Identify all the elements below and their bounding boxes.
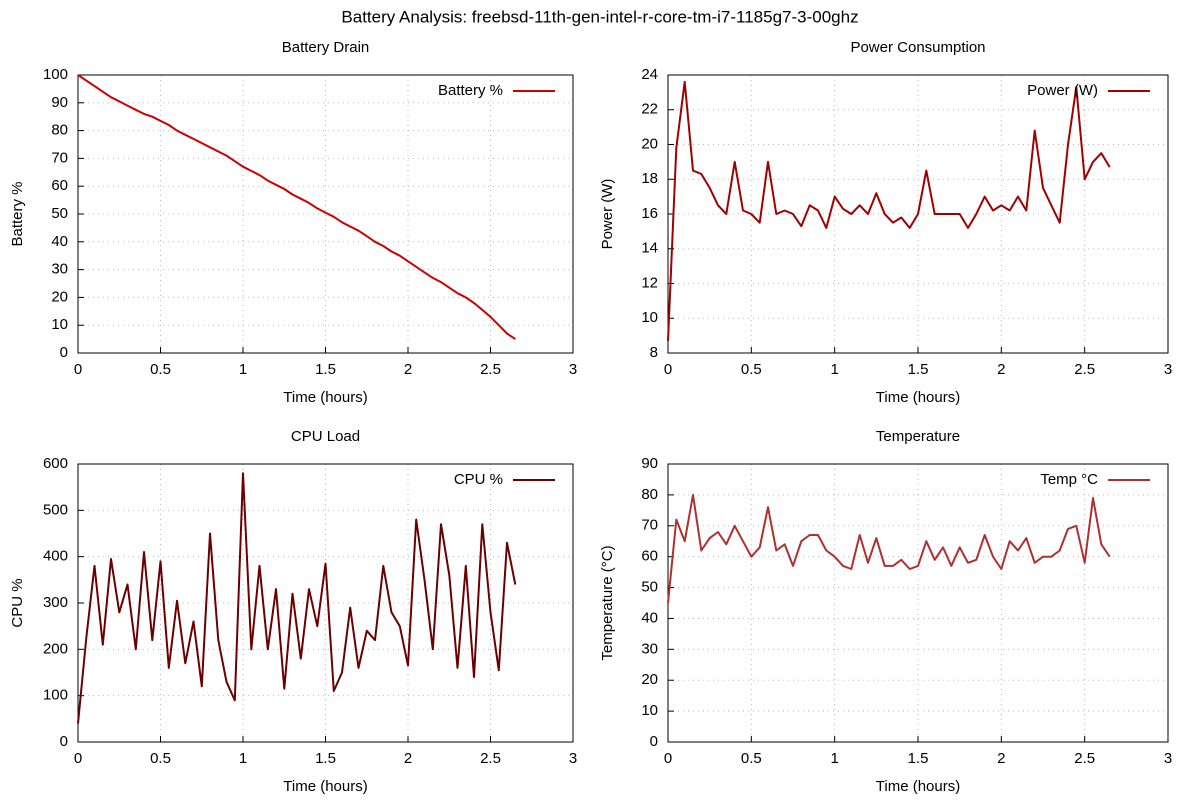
y-tick-label: 300	[43, 594, 68, 611]
legend-label: Battery %	[438, 82, 503, 99]
x-axis-label: Time (hours)	[283, 778, 367, 795]
y-tick-label: 40	[641, 609, 658, 626]
x-tick-label: 0.5	[150, 750, 171, 767]
y-tick-label: 70	[51, 149, 68, 166]
y-tick-label: 12	[641, 274, 658, 291]
y-tick-label: 80	[51, 122, 68, 139]
y-tick-label: 30	[51, 261, 68, 278]
x-tick-label: 0.5	[150, 361, 171, 378]
y-tick-label: 14	[641, 240, 658, 257]
x-tick-label: 1	[239, 361, 247, 378]
x-tick-label: 0	[664, 361, 672, 378]
y-tick-label: 200	[43, 640, 68, 657]
figure-title: Battery Analysis: freebsd-11th-gen-intel…	[341, 7, 858, 26]
data-line	[77, 472, 517, 724]
y-tick-label: 10	[641, 309, 658, 326]
x-tick-label: 3	[1164, 361, 1172, 378]
y-tick-label: 20	[641, 671, 658, 688]
y-axis-label: Battery %	[9, 181, 26, 246]
x-tick-label: 1.5	[315, 750, 336, 767]
plot-frame	[77, 463, 574, 743]
subplot-title: Power Consumption	[850, 39, 985, 56]
x-axis-label: Time (hours)	[876, 389, 960, 406]
x-tick-label: 3	[569, 361, 577, 378]
x-tick-label: 3	[569, 750, 577, 767]
y-tick-label: 90	[51, 94, 68, 111]
y-tick-label: 10	[641, 702, 658, 719]
y-axis-label: Power (W)	[599, 179, 616, 250]
x-axis-label: Time (hours)	[876, 778, 960, 795]
x-tick-label: 2	[997, 361, 1005, 378]
x-tick-label: 2.5	[1074, 750, 1095, 767]
y-tick-label: 50	[641, 579, 658, 596]
y-tick-label: 22	[641, 101, 658, 118]
y-tick-label: 0	[650, 733, 658, 750]
data-line	[667, 493, 1111, 604]
y-tick-label: 60	[641, 548, 658, 565]
x-tick-label: 1.5	[908, 361, 929, 378]
x-tick-label: 0.5	[741, 750, 762, 767]
x-tick-label: 1	[830, 750, 838, 767]
y-tick-label: 24	[641, 66, 658, 83]
legend-label: Temp °C	[1040, 471, 1098, 488]
y-axis-label: CPU %	[9, 578, 26, 627]
y-tick-label: 18	[641, 170, 658, 187]
x-tick-label: 1.5	[315, 361, 336, 378]
y-tick-label: 8	[650, 344, 658, 361]
data-line	[77, 74, 516, 340]
y-tick-label: 0	[60, 344, 68, 361]
y-tick-label: 50	[51, 205, 68, 222]
plot-frame	[667, 74, 1169, 354]
y-tick-label: 70	[641, 517, 658, 534]
y-tick-label: 400	[43, 548, 68, 565]
y-tick-label: 600	[43, 455, 68, 472]
x-tick-label: 2	[404, 361, 412, 378]
y-tick-label: 0	[60, 733, 68, 750]
x-tick-label: 0	[664, 750, 672, 767]
y-axis-label: Temperature (°C)	[599, 545, 616, 660]
x-tick-label: 2	[404, 750, 412, 767]
x-axis-label: Time (hours)	[283, 389, 367, 406]
x-tick-label: 0	[74, 750, 82, 767]
x-tick-label: 2	[997, 750, 1005, 767]
x-tick-label: 1	[830, 361, 838, 378]
y-tick-label: 40	[51, 233, 68, 250]
legend-label: Power (W)	[1027, 82, 1098, 99]
data-line	[667, 80, 1111, 341]
y-tick-label: 30	[641, 640, 658, 657]
x-tick-label: 0	[74, 361, 82, 378]
y-tick-label: 80	[641, 486, 658, 503]
x-tick-label: 3	[1164, 750, 1172, 767]
subplot-title: Temperature	[876, 428, 960, 445]
subplot-title: Battery Drain	[282, 39, 370, 56]
x-tick-label: 2.5	[480, 750, 501, 767]
y-tick-label: 60	[51, 177, 68, 194]
y-tick-label: 20	[51, 288, 68, 305]
y-tick-label: 500	[43, 501, 68, 518]
y-tick-label: 100	[43, 66, 68, 83]
x-tick-label: 2.5	[1074, 361, 1095, 378]
legend-label: CPU %	[454, 471, 503, 488]
y-tick-label: 16	[641, 205, 658, 222]
x-tick-label: 0.5	[741, 361, 762, 378]
x-tick-label: 1.5	[908, 750, 929, 767]
y-tick-label: 90	[641, 455, 658, 472]
y-tick-label: 20	[641, 135, 658, 152]
y-tick-label: 10	[51, 316, 68, 333]
x-tick-label: 1	[239, 750, 247, 767]
x-tick-label: 2.5	[480, 361, 501, 378]
y-tick-label: 100	[43, 687, 68, 704]
subplot-title: CPU Load	[291, 428, 360, 445]
plot-frame	[77, 74, 574, 354]
